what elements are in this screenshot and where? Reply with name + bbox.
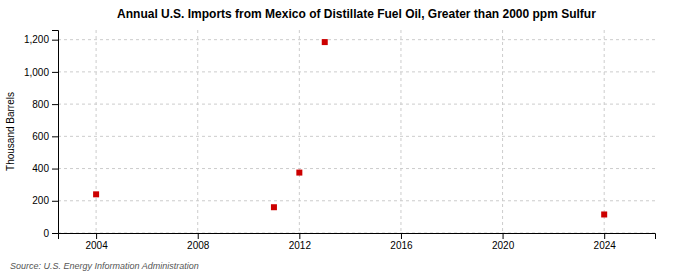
tick-mark — [198, 233, 199, 239]
tick: 400 — [32, 163, 58, 174]
tick-label: 2016 — [390, 240, 413, 251]
point — [601, 211, 607, 217]
tick-label: 2004 — [85, 240, 108, 251]
y-axis: 0 200 400 600 800 1,000 1,200 — [24, 31, 59, 239]
tick: 200 — [32, 195, 58, 206]
tick-mark — [96, 233, 97, 239]
grid-line-y — [58, 200, 655, 201]
grid-line-y — [58, 168, 655, 169]
tick-label: 2008 — [187, 240, 210, 251]
grid-line-y — [58, 39, 655, 40]
point — [271, 204, 277, 210]
point — [93, 191, 99, 197]
tick-mark — [401, 233, 402, 239]
tick: 800 — [32, 99, 58, 110]
tick-label: 400 — [32, 163, 49, 174]
grid-line-y — [58, 71, 655, 72]
tick: 2008 — [187, 233, 210, 251]
tick-mark — [52, 233, 58, 234]
grid-line-y — [58, 104, 655, 105]
tick: 2024 — [594, 233, 617, 251]
grid-line-x — [604, 30, 605, 233]
tick-mark — [52, 40, 58, 41]
tick: 1,000 — [24, 67, 58, 78]
tick: 2020 — [492, 233, 515, 251]
tick-mark — [52, 104, 58, 105]
y-axis-title: Thousand Barrels — [5, 92, 16, 171]
grid-line-x — [400, 30, 401, 233]
tick: 2004 — [85, 233, 108, 251]
source-note: Source: U.S. Energy Information Administ… — [10, 261, 199, 271]
tick: 0 — [43, 228, 58, 239]
axis-line — [52, 31, 59, 234]
points — [93, 39, 607, 217]
tick-label: 1,200 — [24, 34, 49, 45]
tick-mark — [503, 233, 504, 239]
tick-label: 2020 — [492, 240, 515, 251]
tick-mark — [52, 169, 58, 170]
tick-label: 1,000 — [24, 67, 49, 78]
axis-line — [59, 234, 656, 240]
x-axis: 2004 2008 2012 2016 2020 2024 — [59, 233, 656, 251]
tick-label: 2024 — [594, 240, 617, 251]
point — [322, 39, 328, 45]
chart: 2004 2008 2012 2016 2020 2024 0 200 400 600 800 1,0… — [0, 0, 675, 275]
tick: 600 — [32, 131, 58, 142]
tick-label: 0 — [43, 228, 49, 239]
grid — [58, 30, 655, 233]
tick-mark — [52, 72, 58, 73]
tick: 2016 — [390, 233, 413, 251]
tick-mark — [604, 233, 605, 239]
tick-mark — [52, 136, 58, 137]
grid-line-y — [58, 136, 655, 137]
tick-label: 600 — [32, 131, 49, 142]
grid-line-x — [96, 30, 97, 233]
tick-label: 2012 — [289, 240, 312, 251]
grid-line-x — [502, 30, 503, 233]
tick-mark — [52, 201, 58, 202]
point — [296, 170, 302, 176]
tick-label: 200 — [32, 195, 49, 206]
tick-mark — [299, 233, 300, 239]
plot-area: 2004 2008 2012 2016 2020 2024 0 200 400 600 800 1,0… — [24, 30, 656, 251]
tick: 1,200 — [24, 34, 58, 45]
tick-label: 800 — [32, 99, 49, 110]
grid-line-x — [197, 30, 198, 233]
grid-line-x — [299, 30, 300, 233]
tick: 2012 — [289, 233, 312, 251]
title: Annual U.S. Imports from Mexico of Disti… — [117, 7, 596, 21]
